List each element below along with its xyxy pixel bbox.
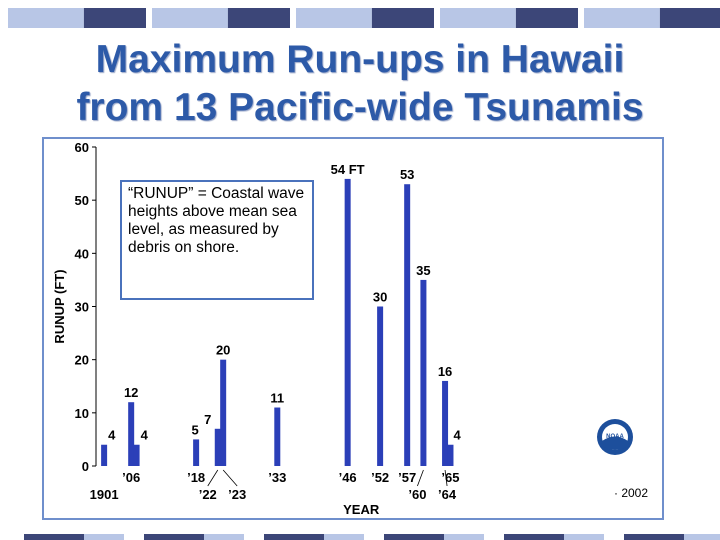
x-tick-label: ’18 [187,470,205,485]
bar [133,444,140,466]
y-tick-label: 0 [82,459,89,474]
x-tick-label: ’46 [339,470,357,485]
bar [442,380,449,466]
header-block-dark [83,8,146,28]
runup-bar-chart: 0 10 20 30 40 50 60 RUNUP (FT) 4 12 4 57 20 11 54 FT 30… [52,140,461,517]
x-tick-label: 1901 [90,487,119,502]
footer-block-light [84,534,124,540]
footer-block-dark [624,534,684,540]
y-tick-label: 40 [75,246,89,261]
header-decoration [8,8,720,28]
header-block-light [8,8,84,28]
title-line-2: from 13 Pacific-wide Tsunamis [76,86,644,129]
footer-block-dark [504,534,564,540]
x-tick-label: ’22 [199,487,217,502]
bar [214,428,221,466]
runup-definition-text: “RUNUP” = Coastal wave heights above mea… [128,185,305,256]
x-tick-leader [444,469,448,487]
header-block-dark [371,8,434,28]
bar-value-label: 4 [141,428,149,443]
x-tick-label: ’23 [228,487,246,502]
header-block-light [152,8,228,28]
x-tick-label: ’57 [398,470,416,485]
x-tick-label: ’64 [438,487,457,502]
bar-value-label: 30 [373,290,387,305]
footer-note: · 2002 [614,486,649,500]
bar [220,359,227,466]
y-tick-label: 30 [75,300,89,315]
slide-title: Maximum Run-ups in Hawaii from 13 Pacifi… [0,36,720,132]
footer-block-light [324,534,364,540]
footer-block-light [204,534,244,540]
footer-block-light [444,534,484,540]
runup-definition-note: “RUNUP” = Coastal wave heights above mea… [120,180,314,300]
footer-block-light [564,534,604,540]
y-tick-label: 60 [75,140,89,155]
bar [193,439,200,466]
y-tick-label: 20 [75,353,89,368]
y-tick-label: 50 [75,193,89,208]
bar-value-label: 54 FT [331,162,365,177]
footer-block-dark [264,534,324,540]
x-tick-label: ’60 [408,487,426,502]
x-tick-label: ’52 [371,470,389,485]
x-axis-title: YEAR [343,502,380,517]
bar-value-label: 4 [108,428,116,443]
footer-decoration [24,534,720,540]
bar-value-label: 7 [204,412,211,427]
footer-block-light [684,534,720,540]
header-block-light [440,8,516,28]
bar-value-label: 16 [438,364,452,379]
header-block-dark [659,8,720,28]
bar [447,444,454,466]
footer-block-dark [384,534,444,540]
header-block-light [584,8,660,28]
header-block-dark [515,8,578,28]
bar [101,444,108,466]
bar-value-label: 35 [416,263,430,278]
bar [420,279,427,466]
bar-value-label: 53 [400,167,414,182]
bar-value-label: 5 [192,422,199,437]
bar [344,178,351,466]
bar [128,402,135,466]
header-block-dark [227,8,290,28]
bar-value-label: 11 [270,391,284,406]
y-axis-title: RUNUP (FT) [52,269,67,343]
bar [274,407,281,466]
bar-value-label: 12 [124,385,138,400]
x-tick-leader [417,469,424,487]
footer-block-dark [24,534,84,540]
x-tick-leader [222,469,238,487]
bar-value-label: 4 [453,428,461,443]
footer-block-dark [144,534,204,540]
noaa-logo-icon: NOAA [597,419,633,455]
y-tick-label: 10 [75,406,89,421]
noaa-logo-text: NOAA [606,434,624,440]
bar [377,306,384,466]
x-tick-label: ’06 [122,470,140,485]
header-block-light [296,8,372,28]
bar [404,184,411,466]
bar-value-label: 20 [216,343,230,358]
x-tick-label: ’65 [441,470,459,485]
title-line-1: Maximum Run-ups in Hawaii [95,38,625,81]
x-tick-leader [207,469,219,487]
x-tick-label: ’33 [268,470,286,485]
